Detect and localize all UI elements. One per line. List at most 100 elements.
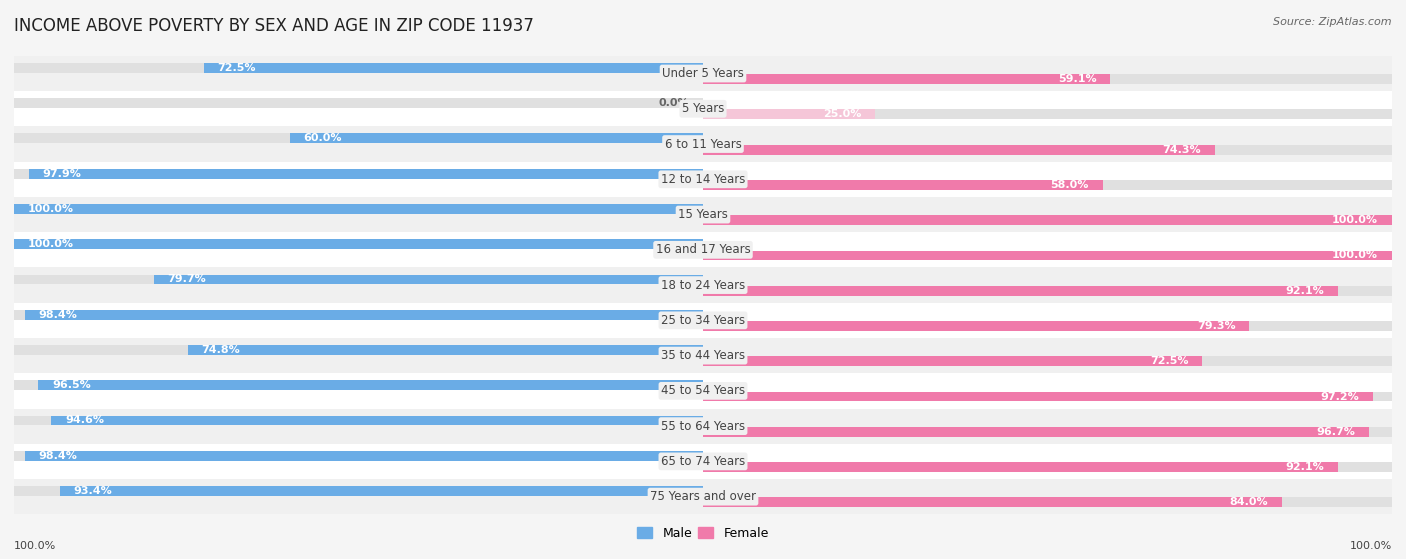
Bar <box>703 498 1282 507</box>
Text: Source: ZipAtlas.com: Source: ZipAtlas.com <box>1274 17 1392 27</box>
Text: 100.0%: 100.0% <box>1331 215 1378 225</box>
Bar <box>14 479 1392 514</box>
Text: 100.0%: 100.0% <box>1331 250 1378 260</box>
Text: 84.0%: 84.0% <box>1229 498 1268 507</box>
Bar <box>14 345 703 355</box>
Bar <box>14 56 1392 91</box>
Bar <box>703 462 1337 472</box>
Bar <box>703 321 1392 331</box>
Text: 94.6%: 94.6% <box>65 415 104 425</box>
Bar <box>51 415 703 425</box>
Bar <box>703 356 1202 366</box>
Text: 6 to 11 Years: 6 to 11 Years <box>665 138 741 150</box>
Text: 5 Years: 5 Years <box>682 102 724 115</box>
Text: 92.1%: 92.1% <box>1285 286 1323 296</box>
Text: 100.0%: 100.0% <box>14 541 56 551</box>
Text: 100.0%: 100.0% <box>28 204 75 214</box>
Text: 25.0%: 25.0% <box>823 110 862 120</box>
Bar <box>204 63 703 73</box>
Bar <box>703 356 1392 366</box>
Text: 79.3%: 79.3% <box>1197 321 1236 331</box>
Text: 92.1%: 92.1% <box>1285 462 1323 472</box>
Bar <box>14 63 703 73</box>
Bar <box>14 98 703 108</box>
Bar <box>290 134 703 143</box>
Bar <box>14 303 1392 338</box>
Bar <box>14 91 1392 126</box>
Text: 97.9%: 97.9% <box>42 169 82 179</box>
Bar <box>14 451 703 461</box>
Bar <box>59 486 703 496</box>
Bar <box>14 239 703 249</box>
Text: Under 5 Years: Under 5 Years <box>662 67 744 80</box>
Bar <box>14 134 703 143</box>
Text: 60.0%: 60.0% <box>304 134 342 144</box>
Bar <box>703 391 1392 401</box>
Bar <box>14 310 703 320</box>
Bar <box>14 274 703 285</box>
Text: 93.4%: 93.4% <box>73 486 112 496</box>
Text: 79.7%: 79.7% <box>167 274 207 285</box>
Bar <box>14 204 703 214</box>
Bar <box>14 380 703 390</box>
Bar <box>703 462 1392 472</box>
Bar <box>703 427 1392 437</box>
Text: 72.5%: 72.5% <box>218 63 256 73</box>
Text: 75 Years and over: 75 Years and over <box>650 490 756 503</box>
Bar <box>28 169 703 179</box>
Bar <box>703 391 1372 401</box>
Bar <box>703 215 1392 225</box>
Text: 58.0%: 58.0% <box>1050 180 1088 190</box>
Bar <box>14 232 1392 267</box>
Text: 72.5%: 72.5% <box>1150 356 1188 366</box>
Bar <box>703 286 1337 296</box>
Bar <box>38 380 703 390</box>
Bar <box>14 197 1392 232</box>
Bar <box>703 250 1392 260</box>
Bar <box>25 451 703 461</box>
Text: 96.5%: 96.5% <box>52 380 91 390</box>
Bar <box>14 444 1392 479</box>
Bar <box>14 373 1392 409</box>
Text: 100.0%: 100.0% <box>28 239 75 249</box>
Text: 16 and 17 Years: 16 and 17 Years <box>655 243 751 257</box>
Bar <box>703 321 1250 331</box>
Text: 35 to 44 Years: 35 to 44 Years <box>661 349 745 362</box>
Bar <box>14 338 1392 373</box>
Text: 98.4%: 98.4% <box>39 451 77 461</box>
Bar <box>703 74 1111 84</box>
Text: 98.4%: 98.4% <box>39 310 77 320</box>
Bar <box>187 345 703 355</box>
Bar <box>703 427 1369 437</box>
Text: 25 to 34 Years: 25 to 34 Years <box>661 314 745 327</box>
Text: 96.7%: 96.7% <box>1316 427 1355 437</box>
Bar <box>703 145 1392 155</box>
Bar <box>14 415 703 425</box>
Bar <box>703 215 1392 225</box>
Bar <box>153 274 703 285</box>
Bar <box>14 409 1392 444</box>
Bar <box>25 310 703 320</box>
Bar <box>703 110 1392 120</box>
Text: 74.3%: 74.3% <box>1163 145 1201 155</box>
Bar <box>703 180 1102 190</box>
Bar <box>14 267 1392 303</box>
Bar <box>14 486 703 496</box>
Bar <box>703 180 1392 190</box>
Text: 97.2%: 97.2% <box>1320 391 1358 401</box>
Bar <box>14 169 703 179</box>
Text: 65 to 74 Years: 65 to 74 Years <box>661 455 745 468</box>
Bar <box>14 126 1392 162</box>
Bar <box>703 250 1392 260</box>
Text: 59.1%: 59.1% <box>1057 74 1097 84</box>
Text: 18 to 24 Years: 18 to 24 Years <box>661 278 745 292</box>
Text: 74.8%: 74.8% <box>201 345 240 355</box>
Bar <box>703 498 1392 507</box>
Bar <box>703 145 1215 155</box>
Text: 12 to 14 Years: 12 to 14 Years <box>661 173 745 186</box>
Bar <box>14 239 703 249</box>
Text: INCOME ABOVE POVERTY BY SEX AND AGE IN ZIP CODE 11937: INCOME ABOVE POVERTY BY SEX AND AGE IN Z… <box>14 17 534 35</box>
Bar <box>703 74 1392 84</box>
Text: 15 Years: 15 Years <box>678 208 728 221</box>
Bar <box>703 110 875 120</box>
